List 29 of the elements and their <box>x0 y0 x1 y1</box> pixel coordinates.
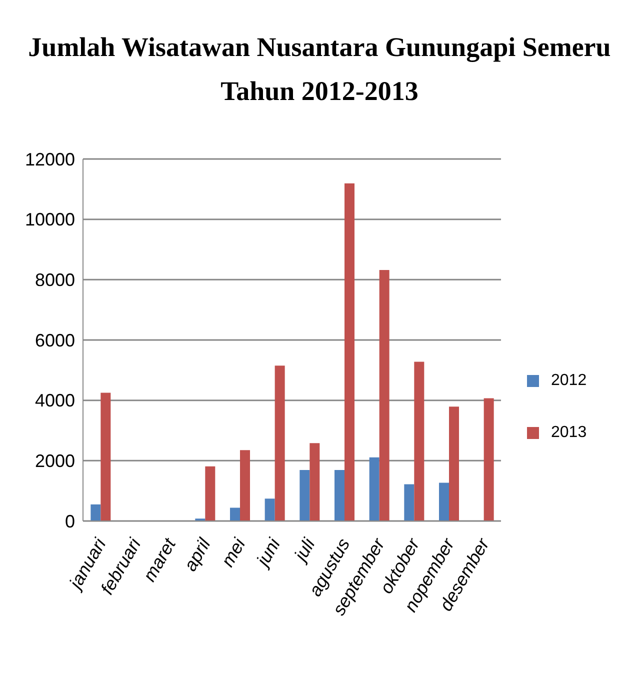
bar <box>230 508 240 521</box>
bar <box>274 366 285 521</box>
x-tick-label: juli <box>289 534 320 567</box>
bar <box>484 398 494 521</box>
bar <box>448 406 459 521</box>
y-tick-label: 12000 <box>24 149 75 170</box>
bar <box>310 443 320 521</box>
bar <box>264 498 275 521</box>
y-tick-label: 0 <box>64 511 75 532</box>
y-tick-label: 4000 <box>34 390 75 411</box>
bar <box>379 270 390 521</box>
bar <box>240 450 250 521</box>
bar <box>404 484 414 521</box>
bar <box>300 470 310 521</box>
y-tick-label: 8000 <box>34 270 75 290</box>
bar <box>414 362 424 521</box>
bar <box>438 482 449 521</box>
legend-label: 2013 <box>551 424 587 442</box>
bar <box>90 504 101 521</box>
bar <box>334 470 344 521</box>
y-tick-label: 6000 <box>34 330 75 350</box>
y-tick-label: 2000 <box>34 451 75 472</box>
bar <box>205 466 216 521</box>
y-tick-label: 10000 <box>24 210 75 230</box>
bar <box>100 392 111 521</box>
bar <box>369 457 380 521</box>
chart-title: Jumlah Wisatawan Nusantara Gunungapi Semeru Tahun 2012-2013 <box>28 31 611 108</box>
legend-label: 2012 <box>551 372 587 390</box>
bar <box>344 183 354 521</box>
